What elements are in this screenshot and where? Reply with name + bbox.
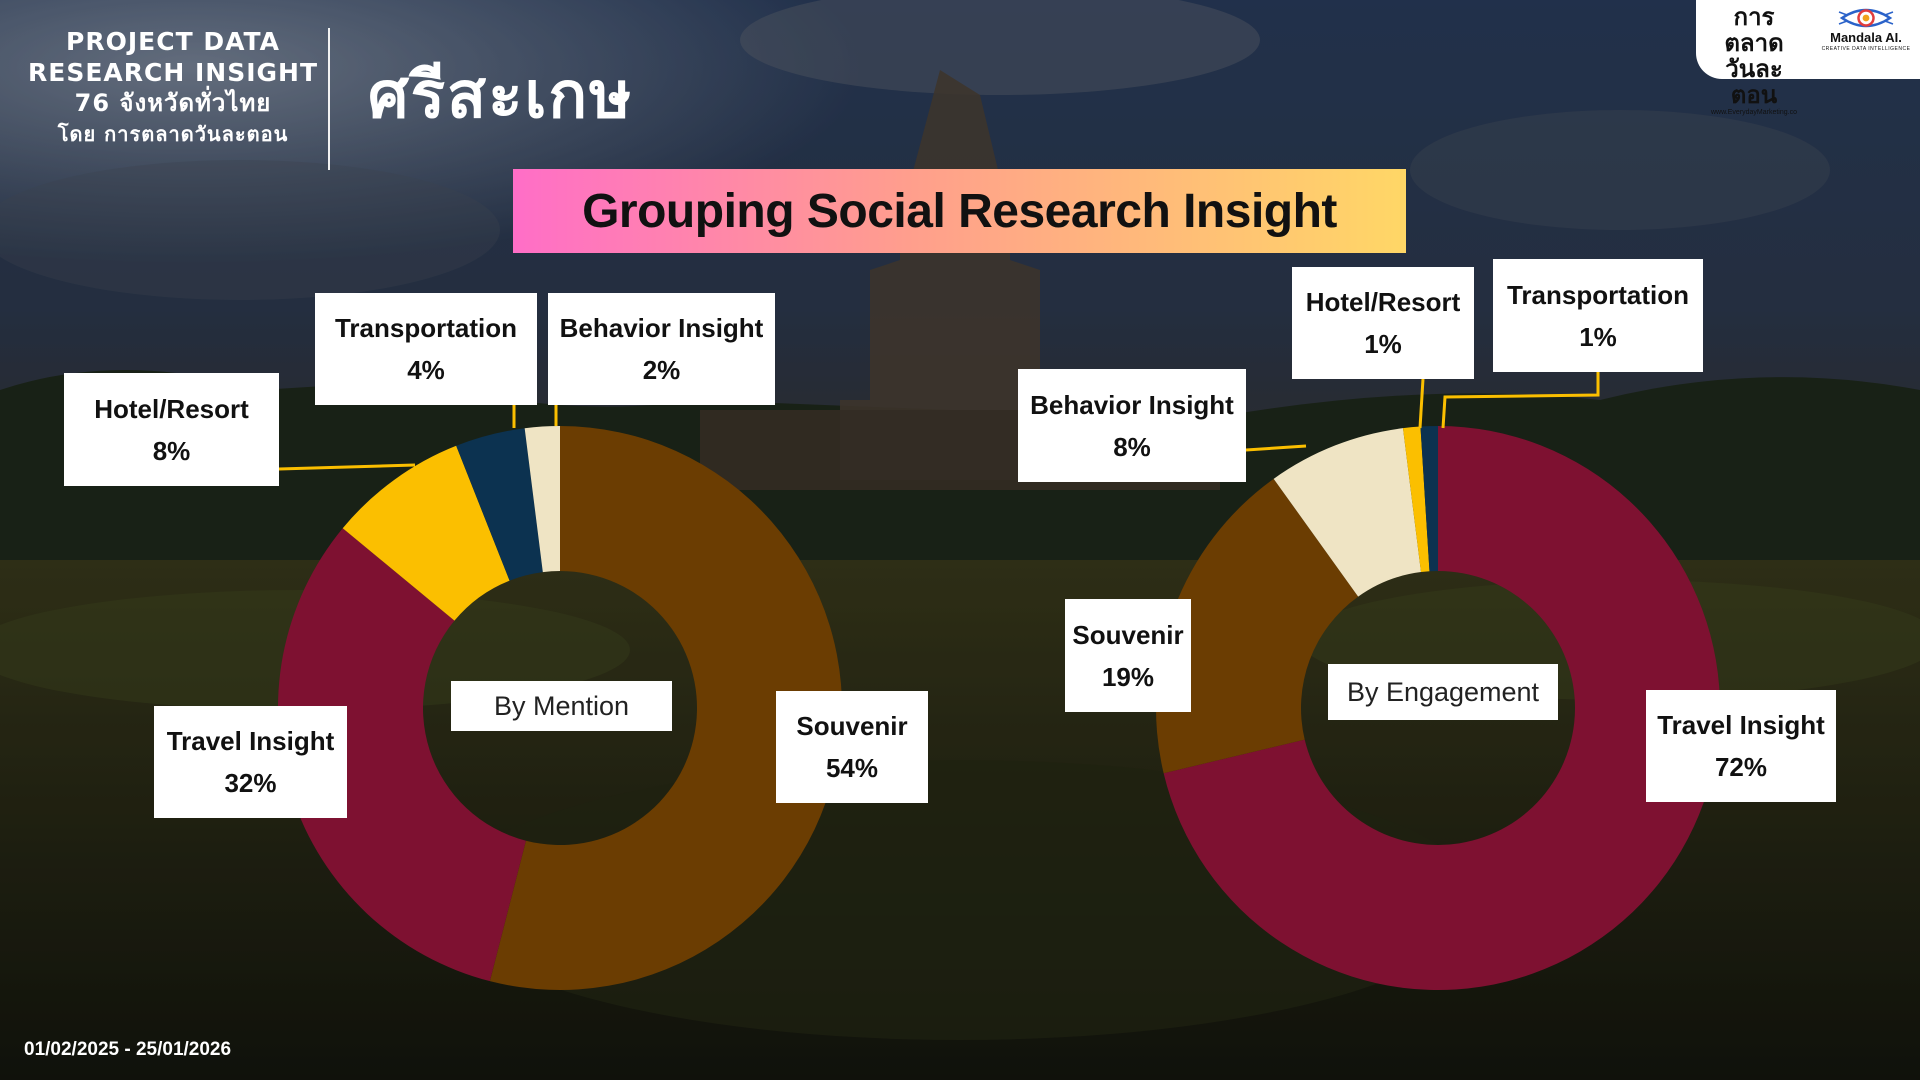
chart2-leader-hotel-resort (1418, 378, 1425, 429)
chart1-label-souvenir: Souvenir (796, 711, 908, 741)
chart2-slice-souvenir (1156, 478, 1359, 774)
chart2-callout-souvenir: Souvenir 19% (1065, 599, 1191, 712)
chart2-slice-travel-insight (1163, 426, 1720, 990)
header-line-1: PROJECT DATA (66, 27, 280, 56)
chart1-center-label: By Mention (451, 681, 672, 731)
chart2-label-travel-insight: Travel Insight (1657, 710, 1825, 740)
chart1-slice-souvenir (489, 426, 843, 990)
chart2-value-souvenir: 19% (1101, 661, 1155, 692)
date-range: 01/02/2025 - 25/01/2026 (24, 1039, 232, 1060)
chart2-leader-behavior-insight (1245, 444, 1307, 452)
logo-url: www.EverydayMarketing.co (1711, 109, 1797, 116)
project-header: PROJECT DATA RESEARCH INSIGHT 76 จังหวัด… (28, 26, 318, 150)
chart1-leader-hotel-resort (278, 463, 416, 471)
header-divider (328, 28, 330, 170)
chart2-label-hotel-resort: Hotel/Resort (1305, 287, 1461, 317)
chart1-slice-transportation (456, 428, 543, 581)
title-banner: Grouping Social Research Insight (513, 169, 1406, 253)
header-line-2: RESEARCH INSIGHT (28, 58, 319, 87)
chart2-callout-behavior-insight: Behavior Insight 8% (1018, 369, 1246, 482)
chart2-callout-transportation: Transportation 1% (1493, 259, 1703, 372)
chart2-value-transportation: 1% (1579, 321, 1617, 352)
header-line-3: 76 จังหวัดทั่วไทย (74, 89, 272, 117)
province-name: ศรีสะเกษ (368, 59, 634, 133)
mandala-ai-logo: Mandala AI. CREATIVE DATA INTELLIGENCE (1816, 6, 1916, 53)
chart1-callout-behavior-insight: Behavior Insight 2% (548, 293, 775, 405)
chart1-value-hotel-resort: 8% (152, 435, 191, 466)
chart2-label-souvenir: Souvenir (1072, 619, 1184, 650)
chart1-slice-behavior-insight (524, 426, 560, 573)
chart2-label-transportation: Transportation (1506, 279, 1689, 310)
chart1-label-transportation: Transportation (334, 313, 517, 343)
chart2-slice-behavior-insight (1273, 428, 1421, 597)
chart1-label-hotel-resort: Hotel/Resort (94, 393, 249, 424)
chart1-callout-souvenir: Souvenir 54% (776, 691, 928, 803)
chart1-label-behavior-insight: Behavior Insight (559, 313, 764, 343)
chart2-slice-hotel-resort (1403, 426, 1430, 573)
chart1-callout-travel-insight: Travel Insight 32% (154, 706, 347, 818)
mandala-eye-icon (1838, 8, 1894, 28)
chart2-slice-transportation (1420, 426, 1438, 572)
logo-panel: การตลาด วันละตอน www.EverydayMarketing.c… (1696, 0, 1920, 116)
mandala-name: Mandala AI. (1830, 30, 1902, 45)
chart1-value-souvenir: 54% (825, 753, 879, 783)
chart2-value-behavior-insight: 8% (1113, 431, 1151, 462)
everyday-marketing-logo: การตลาด วันละตอน www.EverydayMarketing.c… (1710, 4, 1798, 118)
chart1-slice-hotel-resort (342, 445, 510, 621)
chart1-value-behavior-insight: 2% (642, 355, 681, 385)
logo-text-line-1: การตลาด (1724, 3, 1784, 57)
chart2-callout-travel-insight: Travel Insight 72% (1646, 690, 1836, 802)
chart2-leader-transportation (1441, 372, 1600, 429)
chart2-center-label: By Engagement (1328, 664, 1558, 720)
chart1-callout-hotel-resort: Hotel/Resort 8% (64, 373, 279, 486)
mandala-tagline: CREATIVE DATA INTELLIGENCE (1821, 46, 1911, 52)
page-title: Grouping Social Research Insight (582, 184, 1337, 238)
chart2-callout-hotel-resort: Hotel/Resort 1% (1292, 267, 1474, 379)
chart2-value-hotel-resort: 1% (1364, 329, 1402, 359)
chart1-callout-transportation: Transportation 4% (315, 293, 537, 405)
chart2-value-travel-insight: 72% (1714, 752, 1768, 782)
chart1-label-travel-insight: Travel Insight (166, 726, 335, 756)
chart1-value-travel-insight: 32% (224, 768, 277, 798)
chart1-value-transportation: 4% (407, 355, 445, 385)
logo-text-line-2: วันละตอน (1725, 55, 1783, 109)
header-line-4: โดย การตลาดวันละตอน (57, 122, 289, 146)
chart2-label-behavior-insight: Behavior Insight (1030, 389, 1234, 420)
chart1-slice-travel-insight (277, 528, 526, 982)
